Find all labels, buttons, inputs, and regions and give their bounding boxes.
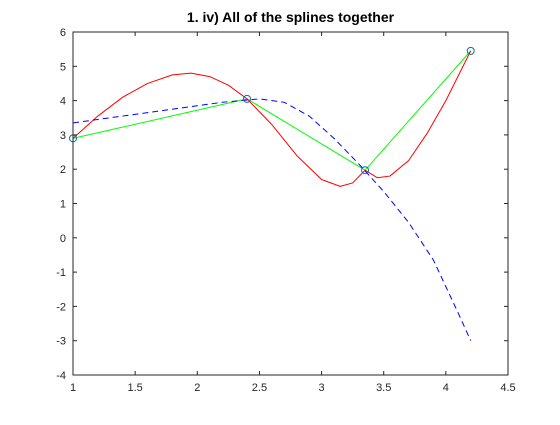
x-tick-label: 1 [70, 382, 76, 394]
series-line-2 [72, 50, 472, 187]
series-line-1 [72, 50, 472, 171]
y-tick-label: 2 [60, 164, 66, 176]
axes-background [73, 32, 508, 375]
y-tick-label: 6 [60, 27, 66, 39]
y-tick-label: -1 [56, 267, 66, 279]
y-tick-label: 0 [60, 233, 66, 245]
data-point-marker [361, 166, 370, 175]
x-tick-label: 1.5 [127, 382, 142, 394]
y-tick-label: -3 [56, 336, 66, 348]
y-tick-label: -4 [56, 370, 66, 382]
y-tick-label: 5 [60, 61, 66, 73]
x-tick-label: 2.5 [252, 382, 267, 394]
x-tick-label: 3.5 [376, 382, 391, 394]
series-line-3 [72, 98, 472, 341]
chart-title: 1. iv) All of the splines together [187, 9, 395, 25]
y-tick-label: 4 [60, 96, 66, 108]
data-point-marker [466, 46, 475, 55]
y-tick-label: 3 [60, 130, 66, 142]
tick-layer: 1 1.5 2 2.5 3 3.5 4 4.5 -4 -3 -2 -1 0 1 2 3 4 5 6 [56, 27, 515, 394]
y-tick-label: 1 [60, 199, 66, 211]
y-tick-label: -2 [56, 301, 66, 313]
x-tick-label: 3 [319, 382, 325, 394]
data-point-marker [243, 94, 251, 103]
series-layer [72, 50, 472, 341]
x-tick-label: 4.5 [500, 382, 515, 394]
x-tick-label: 4 [443, 382, 449, 394]
x-tick-label: 2 [194, 382, 200, 394]
